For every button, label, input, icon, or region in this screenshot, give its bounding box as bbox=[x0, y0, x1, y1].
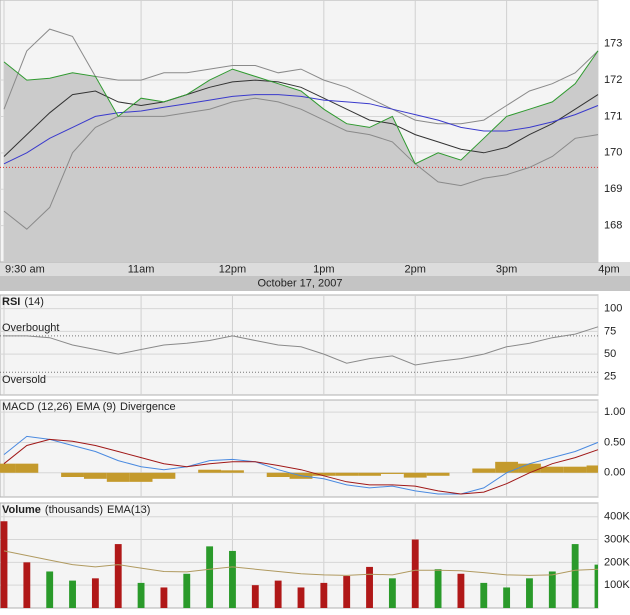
bar bbox=[548, 571, 556, 608]
y-tick-label: 172 bbox=[604, 74, 622, 86]
bar bbox=[411, 539, 419, 608]
bar bbox=[266, 472, 290, 477]
bar bbox=[69, 580, 76, 608]
y-tick-label: 168 bbox=[604, 220, 622, 232]
y-tick-label: 173 bbox=[604, 38, 622, 50]
panel-subtitle: (14) bbox=[24, 296, 44, 308]
time-axis-band bbox=[0, 262, 630, 276]
legend-entry: EMA (9) bbox=[76, 401, 116, 413]
indicator-line bbox=[3, 438, 599, 495]
bar bbox=[426, 472, 450, 476]
bar bbox=[129, 472, 153, 482]
y-tick-label: 100 bbox=[604, 303, 622, 315]
bar bbox=[23, 562, 31, 608]
date-label: October 17, 2007 bbox=[257, 277, 342, 289]
indicator-line bbox=[3, 97, 599, 230]
y-tick-label: 169 bbox=[604, 183, 622, 195]
bar bbox=[46, 571, 54, 608]
bar bbox=[160, 587, 168, 608]
x-tick-label: 4pm bbox=[598, 263, 619, 275]
y-tick-label: 100K bbox=[604, 579, 630, 591]
bar bbox=[229, 550, 236, 608]
bar bbox=[388, 578, 396, 608]
price-line bbox=[3, 50, 599, 165]
y-tick-label: 400K bbox=[604, 511, 630, 523]
y-tick-label: 170 bbox=[604, 147, 622, 159]
bar bbox=[358, 472, 381, 476]
y-tick-label: 75 bbox=[604, 325, 616, 337]
bar bbox=[114, 544, 122, 608]
bar bbox=[335, 472, 359, 476]
legend-entry: EMA(13) bbox=[107, 504, 150, 516]
bar bbox=[343, 576, 351, 608]
bar bbox=[183, 573, 191, 608]
indicator-line bbox=[3, 28, 599, 125]
date-band bbox=[0, 276, 630, 291]
bar bbox=[571, 544, 579, 608]
y-tick-label: 0.50 bbox=[604, 436, 625, 448]
bar bbox=[297, 587, 305, 608]
bar bbox=[61, 472, 84, 477]
bar bbox=[434, 569, 442, 608]
bar bbox=[526, 578, 533, 608]
bar bbox=[518, 463, 541, 473]
legend-entry: MACD (12,26) bbox=[2, 401, 72, 413]
indicator-line bbox=[3, 435, 599, 495]
y-tick-label: 0.00 bbox=[604, 467, 625, 479]
bar bbox=[366, 566, 373, 608]
x-tick-label: 12pm bbox=[219, 263, 247, 275]
bar bbox=[503, 587, 511, 608]
bar bbox=[274, 580, 282, 608]
bar bbox=[221, 470, 244, 473]
y-tick-label: 300K bbox=[604, 533, 630, 545]
bar bbox=[320, 582, 328, 608]
x-tick-label: 1pm bbox=[313, 263, 334, 275]
panel-background bbox=[0, 294, 599, 396]
bar bbox=[540, 466, 564, 473]
x-tick-label: 9:30 am bbox=[5, 263, 45, 275]
y-tick-label: 25 bbox=[604, 371, 616, 383]
bar bbox=[106, 472, 130, 482]
bar bbox=[152, 472, 176, 479]
bar bbox=[312, 472, 336, 476]
bar bbox=[403, 472, 427, 478]
bar bbox=[0, 521, 8, 608]
bar bbox=[480, 582, 488, 608]
bar bbox=[206, 546, 214, 608]
legend-entry: Divergence bbox=[120, 401, 176, 413]
bar bbox=[198, 469, 222, 473]
y-tick-label: 50 bbox=[604, 348, 616, 360]
bar bbox=[594, 564, 598, 608]
bar bbox=[495, 461, 519, 473]
x-tick-label: 2pm bbox=[405, 263, 426, 275]
panel-background bbox=[0, 399, 599, 498]
panel-title: Volume bbox=[2, 504, 41, 516]
bar bbox=[380, 472, 404, 474]
bar bbox=[137, 582, 145, 608]
indicator-line bbox=[4, 326, 599, 366]
x-tick-label: 3pm bbox=[496, 263, 517, 275]
reference-label: Overbought bbox=[2, 322, 59, 334]
y-tick-label: 1.00 bbox=[604, 406, 625, 418]
y-tick-label: 171 bbox=[604, 110, 622, 122]
indicator-line bbox=[3, 550, 599, 576]
bar bbox=[251, 585, 259, 608]
bar bbox=[457, 573, 465, 608]
bar bbox=[15, 463, 39, 473]
bar bbox=[472, 468, 496, 473]
indicator-line bbox=[3, 79, 599, 157]
bar bbox=[563, 466, 587, 473]
y-tick-label: 200K bbox=[604, 556, 630, 568]
bar bbox=[91, 578, 99, 608]
indicator-line bbox=[3, 94, 599, 165]
bar bbox=[586, 465, 598, 473]
bar bbox=[83, 472, 107, 479]
panel-title: RSI bbox=[2, 296, 20, 308]
bar bbox=[0, 463, 16, 473]
panel-subtitle: (thousands) bbox=[45, 504, 103, 516]
reference-label: Oversold bbox=[2, 374, 46, 386]
x-tick-label: 11am bbox=[128, 263, 155, 275]
